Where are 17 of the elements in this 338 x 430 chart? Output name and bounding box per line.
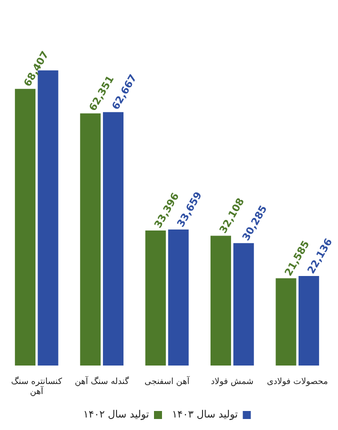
bar: [298, 276, 320, 366]
bar: [276, 278, 296, 366]
bar: [102, 112, 124, 366]
bar: [210, 236, 232, 366]
bar: [14, 88, 36, 366]
legend-label: تولید سال ۱۴۰۲: [83, 410, 150, 421]
category-label: آهن: [30, 387, 44, 398]
bar: [168, 229, 189, 366]
category-label: کنسانتره سنگ: [11, 376, 62, 387]
legend-label: تولید سال ۱۴۰۳: [172, 410, 238, 421]
bar: [145, 230, 166, 366]
x-tick-label: گندله سنگ آهن: [74, 376, 130, 387]
x-tick-label: آهن اسفنجی: [144, 376, 190, 387]
bar: [233, 243, 254, 366]
x-tick-label: محصولات فولادی: [266, 376, 328, 387]
x-tick-label: شمش فولاد: [210, 376, 254, 387]
bar: [80, 113, 101, 366]
